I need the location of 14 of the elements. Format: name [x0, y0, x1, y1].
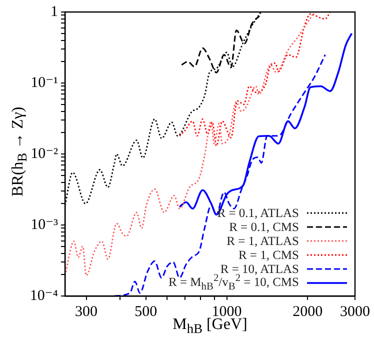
- y-tick-label: 10⁻²: [30, 146, 58, 162]
- y-tick-label: 10⁻³: [30, 216, 58, 233]
- y-tick-label: 10⁻¹: [30, 74, 58, 91]
- legend-label: R = 0.1, ATLAS: [217, 206, 299, 220]
- x-tick-label: 2000: [292, 304, 323, 320]
- x-tick-label: 300: [75, 304, 98, 320]
- legend-label: R = 1, ATLAS: [226, 234, 299, 248]
- y-tick-label: 10⁻⁴: [30, 288, 58, 304]
- legend-label: R = 1, CMS: [238, 248, 299, 262]
- x-tick-label: 3000: [340, 304, 370, 320]
- x-tick-label: 500: [134, 304, 158, 320]
- y-tick-label: 1: [50, 4, 58, 20]
- legend-label: R = 0.1, CMS: [229, 220, 299, 234]
- x-axis-title: M$_{h}$$_{B}$ [GeV]: [172, 316, 248, 336]
